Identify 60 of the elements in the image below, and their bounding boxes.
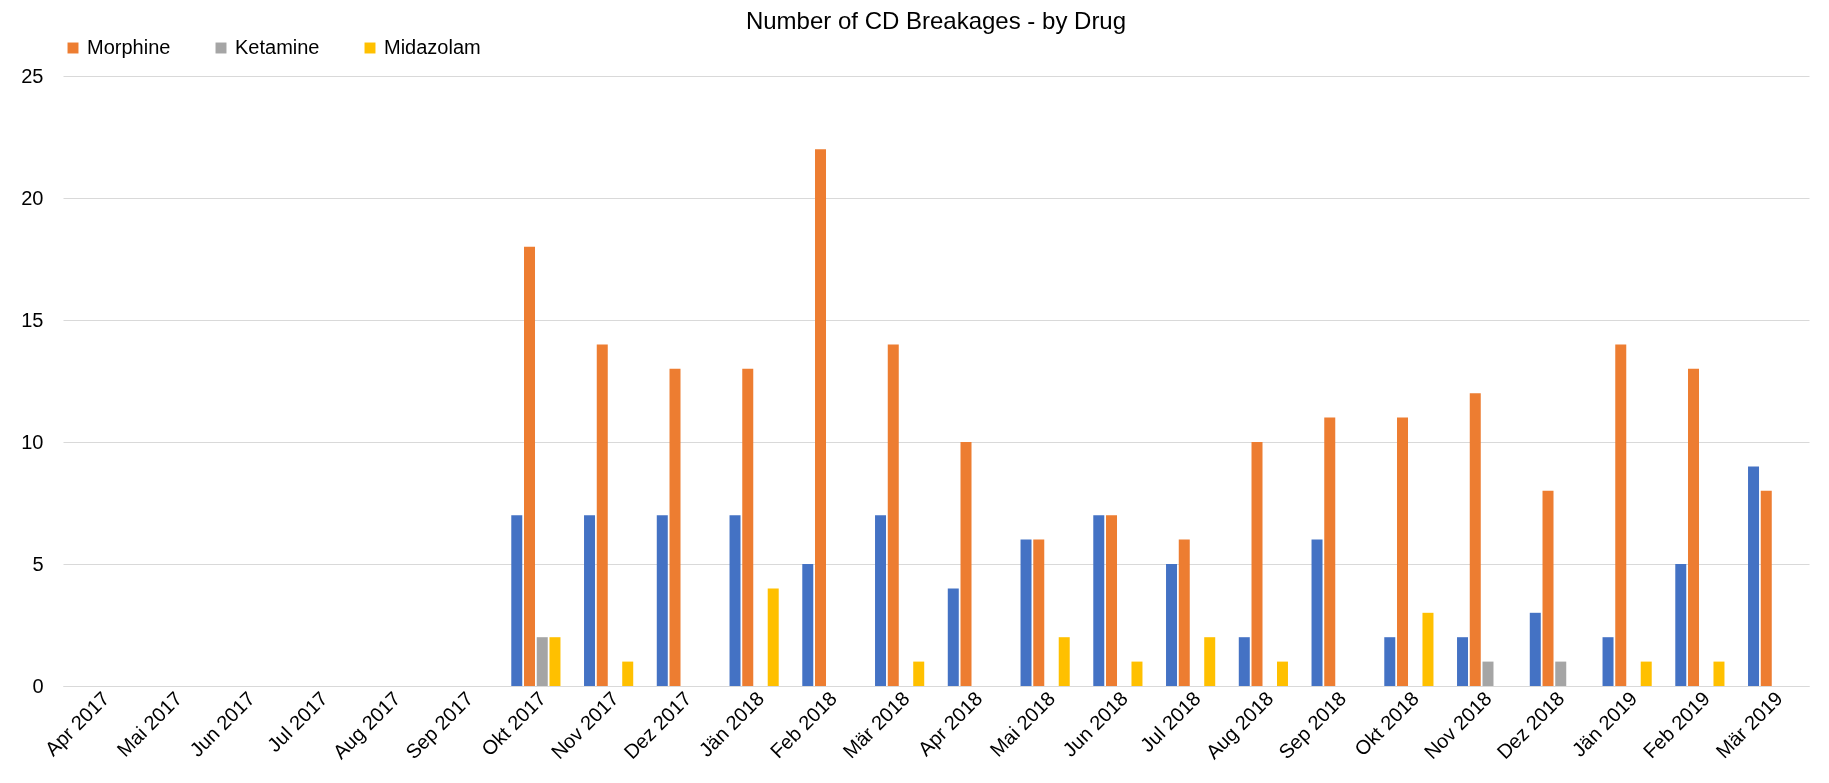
bar xyxy=(1311,539,1323,686)
bar xyxy=(596,344,608,686)
chart-title: Number of CD Breakages - by Drug xyxy=(745,7,1127,34)
y-tick-label: 20 xyxy=(21,186,44,209)
bar xyxy=(887,344,899,686)
y-tick-label: 5 xyxy=(32,552,44,575)
bar xyxy=(1033,539,1045,686)
bar xyxy=(802,564,814,686)
bar xyxy=(767,588,779,686)
bar xyxy=(947,588,959,686)
bar xyxy=(1713,661,1725,686)
bar xyxy=(1640,661,1652,686)
y-tick-label: 0 xyxy=(32,674,44,697)
bar xyxy=(1422,612,1434,686)
legend-label: Morphine xyxy=(87,36,171,58)
bar xyxy=(1131,661,1143,686)
bar xyxy=(729,515,741,686)
bar xyxy=(1204,637,1216,686)
bar xyxy=(656,515,668,686)
bar xyxy=(1602,637,1614,686)
bar xyxy=(1276,661,1288,686)
bar xyxy=(1166,564,1178,686)
bar xyxy=(1020,539,1032,686)
bar xyxy=(1542,490,1554,686)
bar xyxy=(1675,564,1687,686)
y-tick-label: 15 xyxy=(21,308,44,331)
bar xyxy=(536,637,548,686)
bar xyxy=(742,368,754,686)
bar xyxy=(1529,612,1541,686)
y-tick-label: 25 xyxy=(21,64,44,87)
legend-label: Ketamine xyxy=(235,36,320,58)
bar xyxy=(1760,490,1772,686)
bar xyxy=(1384,637,1396,686)
bar xyxy=(1106,515,1118,686)
y-tick-label: 10 xyxy=(21,430,44,453)
bar xyxy=(622,661,634,686)
bar xyxy=(1324,417,1336,686)
bar xyxy=(1469,393,1481,686)
bar xyxy=(669,368,681,686)
bar xyxy=(549,637,561,686)
bar xyxy=(1748,466,1760,686)
bar xyxy=(1058,637,1070,686)
bar xyxy=(913,661,925,686)
legend-label: Midazolam xyxy=(384,36,481,58)
bar xyxy=(875,515,887,686)
bar xyxy=(1238,637,1250,686)
bar xyxy=(1482,661,1494,686)
bar xyxy=(1688,368,1700,686)
bar xyxy=(1397,417,1409,686)
bar xyxy=(1178,539,1190,686)
bar xyxy=(960,442,972,686)
bar xyxy=(1251,442,1263,686)
bar xyxy=(1093,515,1105,686)
bar xyxy=(1555,661,1567,686)
bar xyxy=(1457,637,1469,686)
bar xyxy=(511,515,523,686)
bar xyxy=(524,246,536,686)
bar xyxy=(815,149,827,686)
bar xyxy=(584,515,596,686)
bar xyxy=(1615,344,1627,686)
